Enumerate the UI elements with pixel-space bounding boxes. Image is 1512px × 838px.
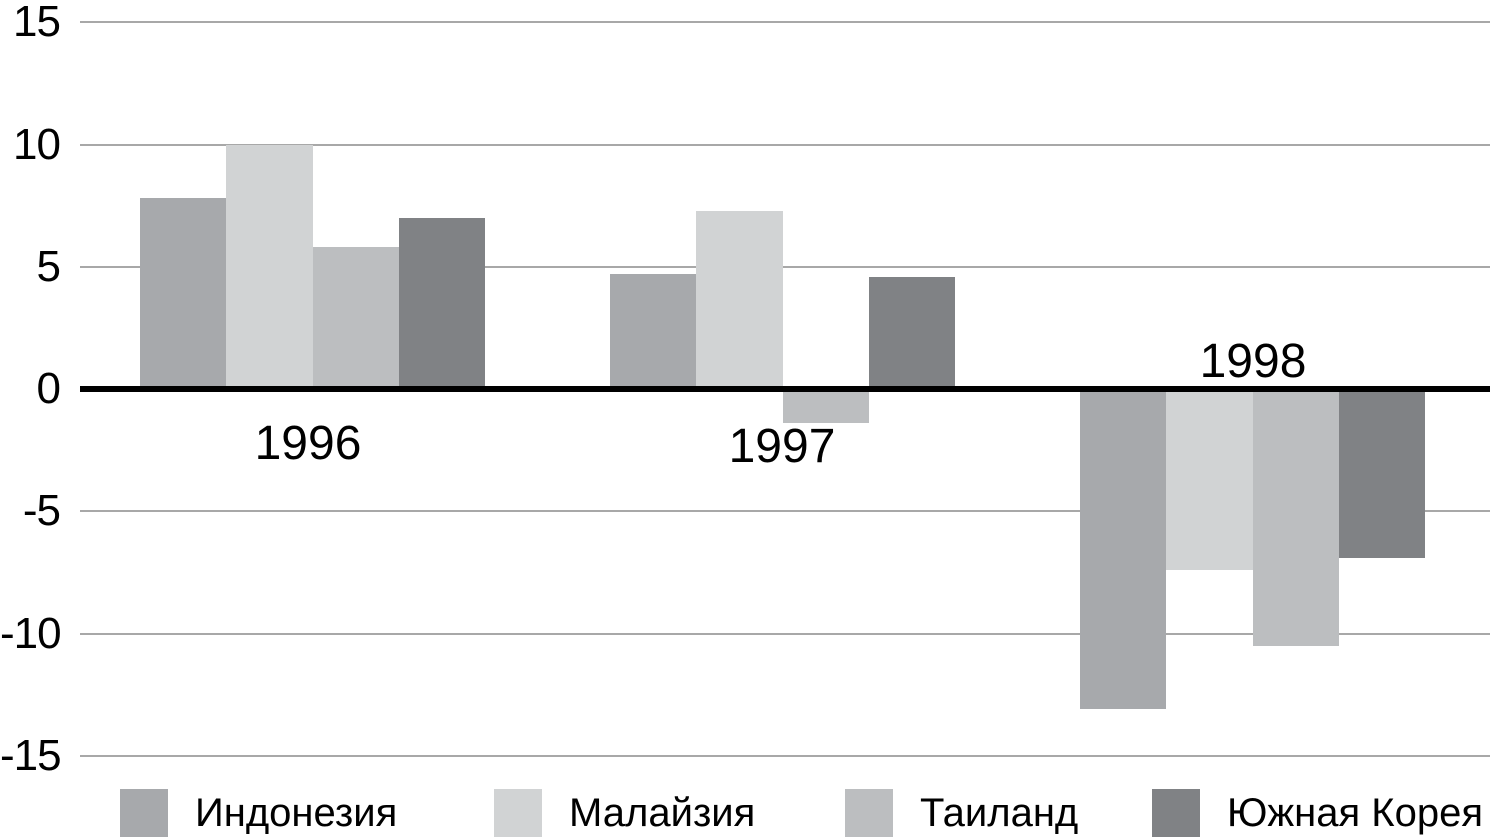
legend-item-malaysia: Малайзия — [494, 789, 755, 837]
y-axis-tick-label-15: 15 — [13, 0, 61, 47]
bar-indonesia-1996 — [140, 198, 227, 389]
legend-label-indonesia: Индонезия — [195, 791, 398, 835]
bar-indonesia-1998 — [1080, 389, 1167, 710]
legend-label-malaysia: Малайзия — [569, 791, 756, 835]
bar-south-korea-1998 — [1338, 389, 1425, 558]
bar-malaysia-1997 — [696, 210, 783, 389]
bar-indonesia-1997 — [610, 274, 697, 389]
gridline-5 — [80, 265, 1490, 268]
legend-swatch-thailand — [845, 789, 893, 837]
y-axis-tick-label-5: 5 — [36, 241, 61, 291]
bar-thailand-1998 — [1252, 389, 1339, 646]
legend-item-indonesia: Индонезия — [120, 789, 397, 837]
gridline-15 — [80, 21, 1490, 24]
y-axis-tick-label--5: -5 — [22, 486, 61, 536]
x-axis-zero-line — [80, 386, 1490, 392]
gridline--5 — [80, 510, 1490, 513]
y-axis-tick-label-0: 0 — [36, 364, 61, 413]
legend-swatch-malaysia — [494, 789, 542, 837]
y-axis-tick-label--15: -15 — [0, 730, 62, 780]
y-axis-tick-label--10: -10 — [0, 608, 62, 658]
gridline-10 — [80, 143, 1490, 146]
bar-malaysia-1996 — [226, 144, 313, 389]
gridline--15 — [80, 754, 1490, 757]
y-axis-tick-label-10: 10 — [13, 119, 61, 169]
category-label-1997: 1997 — [728, 420, 836, 473]
legend-label-thailand: Таиланд — [920, 791, 1079, 835]
legend-swatch-indonesia — [120, 789, 168, 837]
bar-thailand-1997 — [782, 389, 869, 424]
bar-thailand-1996 — [312, 247, 399, 389]
bar-south-korea-1996 — [398, 217, 485, 389]
legend-item-thailand: Таиланд — [845, 789, 1078, 837]
category-label-1998: 1998 — [1199, 335, 1307, 388]
bar-south-korea-1997 — [868, 276, 955, 389]
category-label-1996: 1996 — [254, 417, 362, 470]
legend-swatch-south-korea — [1152, 789, 1200, 837]
bar-malaysia-1998 — [1166, 389, 1253, 570]
legend-label-south-korea: Южная Корея — [1227, 791, 1483, 835]
gridline--10 — [80, 632, 1490, 635]
legend-item-south-korea: Южная Корея — [1152, 789, 1483, 837]
